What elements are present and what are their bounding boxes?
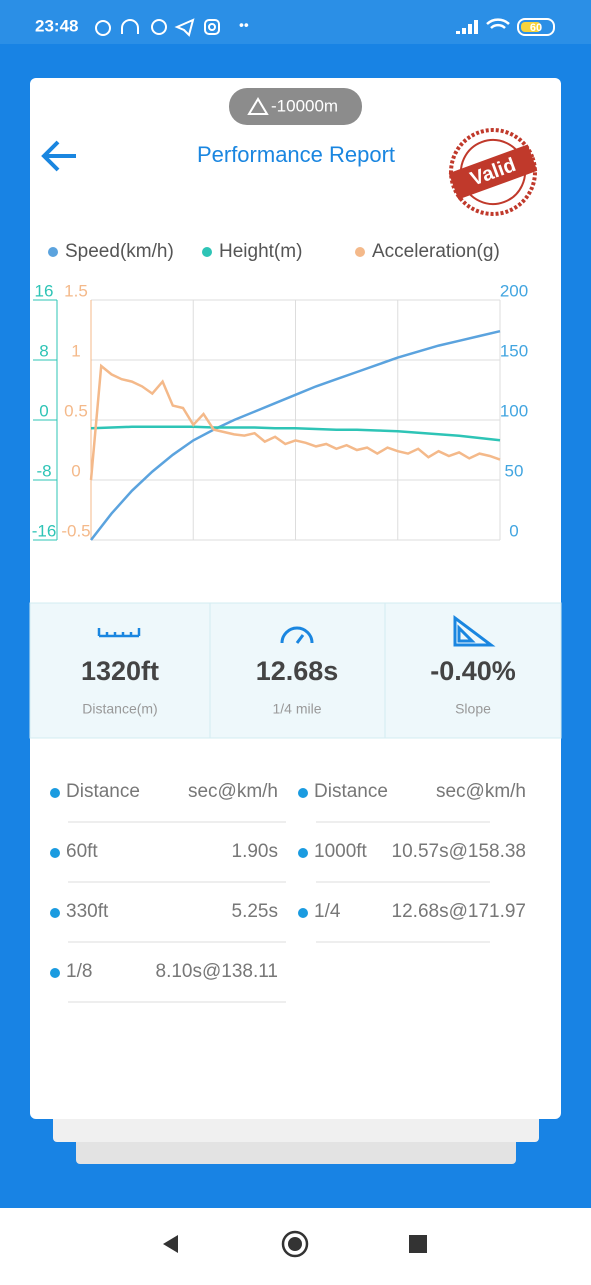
clock: 23:48	[35, 16, 78, 35]
nav-home-dot	[288, 1237, 302, 1251]
legend-label: Acceleration(g)	[372, 241, 500, 262]
stat-label: Distance(m)	[82, 701, 157, 717]
stat-value: -0.40%	[430, 656, 516, 686]
stats: 1320ft Distance(m) 12.68s 1/4 mile -0.40% Slo…	[81, 656, 516, 717]
bullet	[298, 788, 308, 798]
altitude-badge	[229, 88, 362, 125]
y-tick-label: 16	[35, 281, 54, 300]
split-value: 1.90s	[232, 841, 278, 862]
more-dots: ••	[239, 17, 249, 33]
battery-text: 60	[530, 22, 542, 34]
split-label: 1/4	[314, 901, 341, 922]
data-line	[89, 363, 501, 481]
bullet	[298, 848, 308, 858]
y-tick-label: 0	[39, 401, 48, 420]
data-line	[90, 425, 501, 442]
card	[30, 78, 561, 1119]
data-line	[90, 329, 501, 541]
y-tick-label: 200	[500, 281, 528, 300]
chart: Speed(km/h) Height(m) Acceleration(g) -16 -8…	[32, 241, 528, 541]
bullet	[50, 908, 60, 918]
y-tick-label: 150	[500, 341, 528, 360]
header-label: Distance	[314, 781, 388, 802]
legend-marker	[202, 247, 212, 257]
y-tick-label: -0.5	[61, 521, 90, 540]
y-tick-label: 8	[39, 341, 48, 360]
y-tick-label: -16	[32, 521, 57, 540]
y-tick-label: 100	[500, 401, 528, 420]
header-value: sec@km/h	[436, 781, 526, 802]
legend-marker	[355, 247, 365, 257]
y-tick-label: -8	[36, 461, 51, 480]
mountain-icon	[247, 97, 269, 115]
signal-icon	[456, 20, 478, 34]
header-value: sec@km/h	[188, 781, 278, 802]
split-value: 8.10s@138.11	[156, 961, 278, 982]
split-label: 60ft	[66, 841, 98, 862]
legend-marker	[48, 247, 58, 257]
wifi-icon	[486, 18, 510, 29]
back-button[interactable]	[41, 140, 76, 172]
bullet	[50, 848, 60, 858]
nav-recent[interactable]	[409, 1235, 427, 1253]
split-value: 5.25s	[232, 901, 278, 922]
stat-value: 12.68s	[256, 656, 339, 686]
y-tick-label: 0	[71, 461, 80, 480]
altitude-text: -10000m	[271, 96, 338, 115]
stat-label: Slope	[455, 701, 491, 717]
split-label: 1000ft	[314, 841, 368, 862]
stat-label: 1/4 mile	[272, 701, 321, 717]
legend-label: Speed(km/h)	[65, 241, 174, 262]
stat-value: 1320ft	[81, 656, 159, 686]
slope-icon	[453, 615, 496, 647]
bullet	[50, 968, 60, 978]
page-title: Performance Report	[197, 142, 395, 167]
split-value: 10.57s@158.38	[392, 841, 526, 862]
battery-level	[521, 22, 541, 32]
splits-table: Distance sec@km/h 60ft 1.90s 330ft 5.25s 1/8 8.…	[50, 781, 526, 1003]
split-label: 1/8	[66, 961, 92, 982]
header-label: Distance	[66, 781, 140, 802]
nav-back[interactable]	[163, 1235, 178, 1253]
status-icons	[95, 18, 220, 37]
y-tick-label: 0	[509, 521, 518, 540]
y-tick-label: 1	[71, 341, 80, 360]
ruler-icon	[97, 628, 141, 638]
y-tick-label: 0.5	[64, 401, 88, 420]
bullet	[298, 908, 308, 918]
y-tick-label: 1.5	[64, 281, 88, 300]
speedometer-icon	[280, 626, 314, 644]
battery-outline	[517, 18, 555, 36]
legend-label: Height(m)	[219, 241, 302, 262]
split-value: 12.68s@171.97	[392, 901, 526, 922]
status-bar	[0, 0, 591, 44]
stats-panel	[29, 602, 562, 739]
bullet	[50, 788, 60, 798]
split-label: 330ft	[66, 901, 109, 922]
nav-home[interactable]	[281, 1230, 309, 1258]
valid-stamp: Valid	[448, 128, 538, 216]
y-tick-label: 50	[505, 461, 524, 480]
